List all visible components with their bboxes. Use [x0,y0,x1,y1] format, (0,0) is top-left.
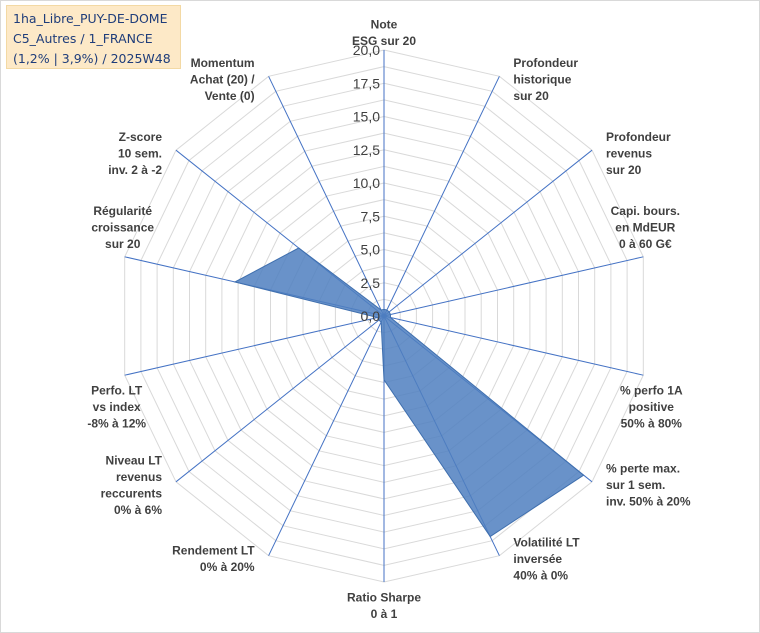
radar-spoke [383,256,644,317]
radar-spoke [175,315,385,483]
radar-spoke [383,76,500,317]
radar-spoke [124,315,385,376]
axis-label: Rendement LT 0% à 20% [172,544,255,575]
radar-tick-labels: 0,0 2,5 5,0 7,5 10,0 12,5 15,0 17,5 20,0 [353,42,380,324]
axis-label: Perfo. LT vs index -8% à 12% [87,384,146,431]
tick-label: 17,5 [353,75,380,91]
radar-series [233,247,585,538]
tick-label: 5,0 [361,242,381,258]
radar-spoke [383,315,644,376]
tick-label: 0,0 [361,308,381,324]
axis-label: Capi. bours. en MdEUR 0 à 60 G€ [611,204,680,251]
chart-title-box: 1ha_Libre_PUY-DE-DOME C5_Autres / 1_FRAN… [6,5,181,69]
axis-label: Note ESG sur 20 [352,18,416,49]
tick-label: 12,5 [353,142,380,158]
radar-spoke [383,149,593,317]
axis-label: Volatilité LT inversée 40% à 0% [513,535,580,582]
series-area [233,247,585,538]
tick-label: 2,5 [361,275,381,291]
tick-label: 10,0 [353,175,380,191]
axis-label: Ratio Sharpe 0 à 1 [347,591,421,622]
axis-label: Régularité croissance sur 20 [91,204,154,251]
axis-label: Momentum Achat (20) / Vente (0) [190,56,255,103]
axis-label: Profondeur revenus sur 20 [606,130,671,177]
axis-label: Niveau LT revenus reccurents 0% à 6% [101,453,163,517]
tick-label: 7,5 [361,208,381,224]
radar-axis-labels: Note ESG sur 20 Profondeur historique sur 20… [87,18,690,622]
tick-label: 20,0 [353,42,380,58]
radar-spoke [268,76,385,317]
title-line-1: 1ha_Libre_PUY-DE-DOME [13,11,168,26]
axis-label: % perfo 1A positive 50% à 80% [620,384,683,431]
axis-label: % perte max. sur 1 sem. inv. 50% à 20% [606,462,691,509]
axis-label: Z-score 10 sem. inv. 2 à -2 [108,130,162,177]
title-line-2: C5_Autres / 1_FRANCE [13,31,153,46]
axis-label: Profondeur historique sur 20 [513,56,578,103]
tick-label: 15,0 [353,109,380,125]
radar-spoke [268,315,385,556]
title-line-3: (1,2% | 3,9%) / 2025W48 [13,51,171,66]
